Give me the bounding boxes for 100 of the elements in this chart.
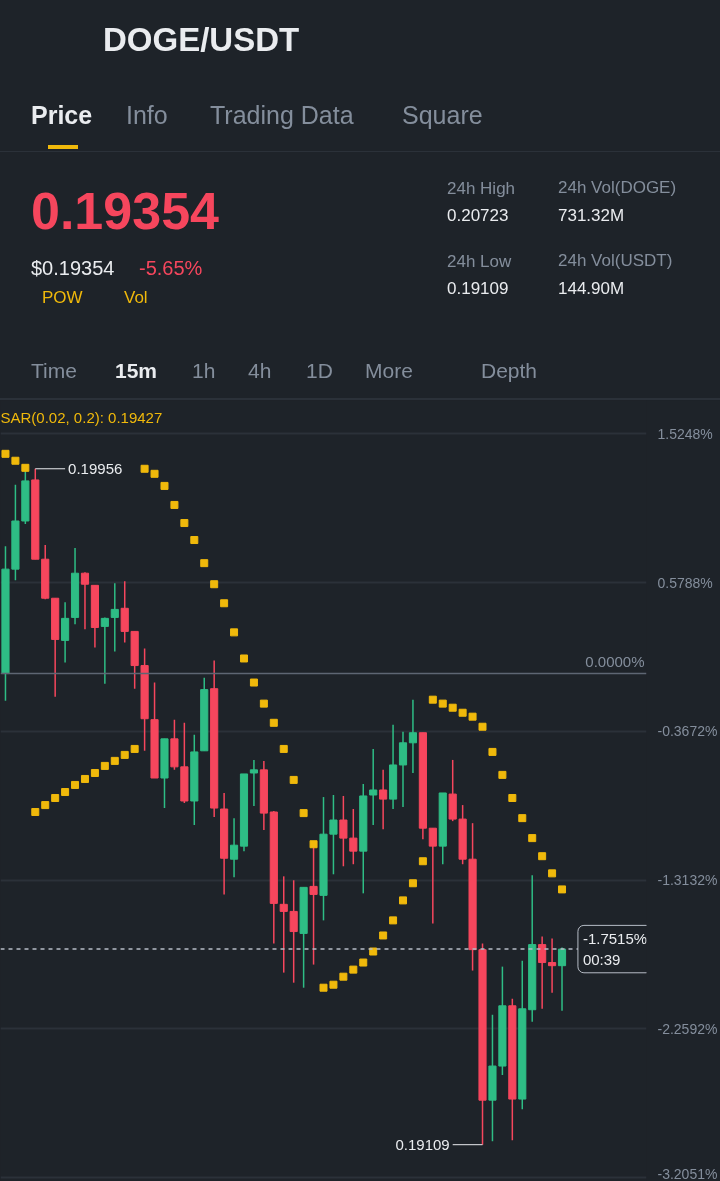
point	[80, 774, 89, 783]
point	[150, 469, 159, 478]
point	[508, 794, 517, 802]
ref-line-label: -1.7515% 00:39	[582, 930, 648, 968]
point	[488, 747, 497, 756]
point	[438, 699, 447, 708]
point	[558, 885, 567, 894]
point	[269, 718, 278, 727]
point	[259, 699, 268, 708]
point	[418, 857, 427, 866]
point	[1, 449, 10, 458]
point	[200, 559, 209, 568]
text: 731.32M	[558, 206, 625, 227]
point	[389, 916, 398, 925]
point	[329, 980, 338, 989]
point	[359, 958, 368, 967]
y-tick-label: -0.3672%	[657, 723, 718, 740]
annotation: 0.19956	[68, 459, 123, 477]
point	[399, 896, 408, 905]
text: 1h	[192, 358, 216, 384]
point	[319, 983, 328, 992]
point	[41, 801, 50, 810]
text: $0.19354	[31, 256, 115, 280]
point	[448, 703, 457, 712]
text: 4h	[248, 358, 272, 384]
text: 144.90M	[558, 279, 625, 300]
text: Vol	[124, 288, 148, 309]
point	[379, 931, 388, 940]
text: -5.65%	[139, 256, 203, 280]
ref-line-label: 0.0000%	[585, 652, 645, 670]
candlestick	[329, 794, 338, 876]
point	[110, 756, 119, 765]
point	[498, 770, 507, 779]
text: Trading Data	[210, 100, 354, 130]
text: 24h Vol(DOGE)	[558, 178, 677, 199]
point	[349, 965, 358, 974]
point	[309, 840, 318, 849]
point	[239, 654, 248, 663]
candlestick	[428, 827, 437, 925]
y-tick-label: 0.5788%	[657, 574, 713, 591]
point	[408, 879, 417, 888]
candlestick	[379, 769, 388, 830]
point	[140, 464, 149, 473]
point	[11, 456, 20, 465]
candlestick	[369, 748, 378, 826]
text: Square	[402, 100, 483, 130]
y-tick-label: 1.5248%	[657, 425, 713, 442]
point	[210, 580, 219, 589]
point	[71, 780, 80, 789]
point	[279, 744, 288, 753]
chart-title: DOGE/USDT	[103, 20, 300, 60]
series-label: SAR(0.02, 0.2): 0.19427	[0, 408, 163, 426]
chart-subtitle: 0.19354	[31, 181, 219, 242]
point	[528, 834, 537, 843]
text: 24h Low	[447, 252, 512, 273]
text: 0.19109	[447, 279, 509, 300]
point	[180, 519, 189, 528]
point	[249, 678, 258, 687]
point	[468, 712, 477, 721]
point	[220, 599, 229, 608]
candlestick	[61, 601, 70, 664]
candlestick	[100, 616, 109, 685]
text: More	[365, 358, 413, 384]
text: 24h Vol(USDT)	[558, 251, 673, 272]
text: 15m	[115, 358, 158, 384]
point	[548, 869, 557, 878]
candlestick	[398, 731, 408, 808]
candlestick	[229, 817, 239, 879]
point	[130, 744, 139, 753]
point	[289, 775, 298, 784]
point	[538, 852, 547, 861]
point	[478, 722, 487, 731]
y-tick-label: -1.3132%	[657, 872, 718, 889]
point	[299, 809, 308, 818]
text: POW	[42, 288, 83, 309]
candlestick	[557, 946, 567, 1012]
text: Depth	[481, 358, 538, 384]
text: 1D	[306, 358, 333, 384]
point	[61, 788, 70, 797]
point	[428, 695, 437, 704]
candlestick	[349, 808, 358, 865]
point	[31, 808, 40, 816]
point	[230, 628, 239, 637]
candlestick	[110, 582, 119, 653]
text: Time	[31, 358, 77, 384]
point	[51, 794, 60, 802]
text: Info	[126, 100, 168, 130]
point	[120, 750, 129, 759]
text: 24h High	[447, 179, 516, 200]
annotation: 0.19109	[395, 1135, 450, 1153]
point	[170, 500, 179, 509]
point	[518, 814, 527, 823]
point	[100, 761, 109, 770]
point	[21, 463, 30, 472]
point	[160, 481, 169, 490]
text: Price	[31, 100, 93, 130]
candlestick	[538, 935, 547, 1010]
candlestick	[249, 759, 259, 807]
candlestick	[408, 698, 418, 774]
point	[339, 972, 348, 981]
